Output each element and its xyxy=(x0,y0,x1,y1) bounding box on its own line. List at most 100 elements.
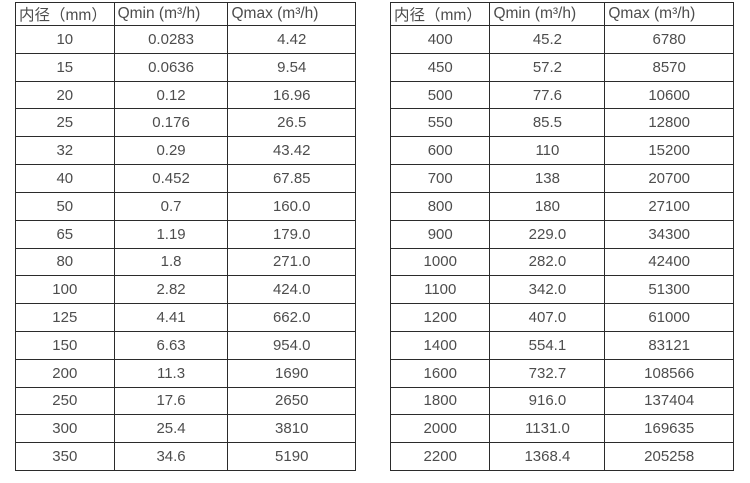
table-cell: 205258 xyxy=(604,442,734,471)
table-row: 400 45.2 6780 xyxy=(389,25,734,54)
table-cell: 900 xyxy=(389,219,491,249)
table-row: 500 77.6 10600 xyxy=(389,80,734,110)
table-row: 900 229.0 34300 xyxy=(389,219,734,249)
table-row: 350 34.6 5190 xyxy=(15,442,356,471)
table-cell: 1368.4 xyxy=(489,442,606,471)
table-cell: 600 xyxy=(389,136,491,166)
table-cell: 80 xyxy=(15,247,115,277)
table-row: 10 0.0283 4.42 xyxy=(15,25,356,54)
table-cell: 1.8 xyxy=(113,247,229,277)
table-cell: 57.2 xyxy=(489,52,606,82)
table-cell: 25.4 xyxy=(113,414,229,444)
table-cell: 85.5 xyxy=(489,108,606,138)
table-cell: 400 xyxy=(389,25,491,54)
header-inner-diameter: 内径（mm） xyxy=(15,2,115,26)
table-cell: 424.0 xyxy=(227,275,356,305)
table-row: 200 11.3 1690 xyxy=(15,358,356,388)
table-row: 2200 1368.4 205258 xyxy=(389,442,734,471)
table-cell: 282.0 xyxy=(489,247,606,277)
table-cell: 125 xyxy=(15,303,115,332)
table-cell: 20700 xyxy=(604,164,734,193)
table-cell: 16.96 xyxy=(227,80,356,110)
table-cell: 12800 xyxy=(604,108,734,138)
table-cell: 180 xyxy=(489,191,606,221)
table-cell: 0.7 xyxy=(113,191,229,221)
table-cell: 50 xyxy=(15,191,115,221)
table-cell: 65 xyxy=(15,219,115,249)
table-cell: 110 xyxy=(489,136,606,166)
table-cell: 27100 xyxy=(604,191,734,221)
table-row: 450 57.2 8570 xyxy=(389,52,734,82)
flow-spec-table-small-diameters: 内径（mm） Qmin (m³/h) Qmax (m³/h) 10 0.0283 4… xyxy=(15,2,356,471)
table-cell: 1800 xyxy=(389,386,491,416)
table-header-row: 内径（mm） Qmin (m³/h) Qmax (m³/h) xyxy=(389,2,734,26)
table-cell: 1690 xyxy=(227,358,356,388)
table-cell: 67.85 xyxy=(227,164,356,193)
table-cell: 550 xyxy=(389,108,491,138)
header-inner-diameter: 内径（mm） xyxy=(389,2,491,26)
table-row: 1400 554.1 83121 xyxy=(389,330,734,360)
table-cell: 5190 xyxy=(227,442,356,471)
table-cell: 1.19 xyxy=(113,219,229,249)
header-qmax: Qmax (m³/h) xyxy=(604,2,734,26)
table-cell: 271.0 xyxy=(227,247,356,277)
table-cell: 1400 xyxy=(389,330,491,360)
table-cell: 169635 xyxy=(604,414,734,444)
table-cell: 1200 xyxy=(389,303,491,332)
table-cell: 0.29 xyxy=(113,136,229,166)
table-cell: 700 xyxy=(389,164,491,193)
table-cell: 732.7 xyxy=(489,358,606,388)
table-cell: 150 xyxy=(15,330,115,360)
table-cell: 0.0636 xyxy=(113,52,229,82)
table-cell: 138 xyxy=(489,164,606,193)
table-row: 600 110 15200 xyxy=(389,136,734,166)
table-cell: 6.63 xyxy=(113,330,229,360)
table-cell: 20 xyxy=(15,80,115,110)
table-cell: 500 xyxy=(389,80,491,110)
table-cell: 34300 xyxy=(604,219,734,249)
table-cell: 83121 xyxy=(604,330,734,360)
table-cell: 61000 xyxy=(604,303,734,332)
table-cell: 51300 xyxy=(604,275,734,305)
table-cell: 2.82 xyxy=(113,275,229,305)
table-cell: 662.0 xyxy=(227,303,356,332)
table-row: 300 25.4 3810 xyxy=(15,414,356,444)
table-cell: 2200 xyxy=(389,442,491,471)
table-cell: 179.0 xyxy=(227,219,356,249)
table-cell: 137404 xyxy=(604,386,734,416)
table-cell: 34.6 xyxy=(113,442,229,471)
table-cell: 25 xyxy=(15,108,115,138)
table-cell: 450 xyxy=(389,52,491,82)
table-cell: 229.0 xyxy=(489,219,606,249)
table-cell: 800 xyxy=(389,191,491,221)
table-cell: 40 xyxy=(15,164,115,193)
table-cell: 15200 xyxy=(604,136,734,166)
table-header-row: 内径（mm） Qmin (m³/h) Qmax (m³/h) xyxy=(15,2,356,26)
table-cell: 45.2 xyxy=(489,25,606,54)
table-cell: 160.0 xyxy=(227,191,356,221)
table-cell: 2000 xyxy=(389,414,491,444)
table-cell: 407.0 xyxy=(489,303,606,332)
table-cell: 200 xyxy=(15,358,115,388)
header-qmin: Qmin (m³/h) xyxy=(489,2,606,26)
table-row: 250 17.6 2650 xyxy=(15,386,356,416)
table-row: 100 2.82 424.0 xyxy=(15,275,356,305)
table-cell: 916.0 xyxy=(489,386,606,416)
table-cell: 350 xyxy=(15,442,115,471)
table-row: 1800 916.0 137404 xyxy=(389,386,734,416)
table-row: 65 1.19 179.0 xyxy=(15,219,356,249)
header-qmax: Qmax (m³/h) xyxy=(227,2,356,26)
table-cell: 1000 xyxy=(389,247,491,277)
table-row: 15 0.0636 9.54 xyxy=(15,52,356,82)
table-cell: 77.6 xyxy=(489,80,606,110)
table-cell: 4.41 xyxy=(113,303,229,332)
table-cell: 15 xyxy=(15,52,115,82)
table-cell: 954.0 xyxy=(227,330,356,360)
table-cell: 6780 xyxy=(604,25,734,54)
table-cell: 0.452 xyxy=(113,164,229,193)
table-cell: 300 xyxy=(15,414,115,444)
table-cell: 100 xyxy=(15,275,115,305)
table-row: 150 6.63 954.0 xyxy=(15,330,356,360)
table-cell: 0.0283 xyxy=(113,25,229,54)
